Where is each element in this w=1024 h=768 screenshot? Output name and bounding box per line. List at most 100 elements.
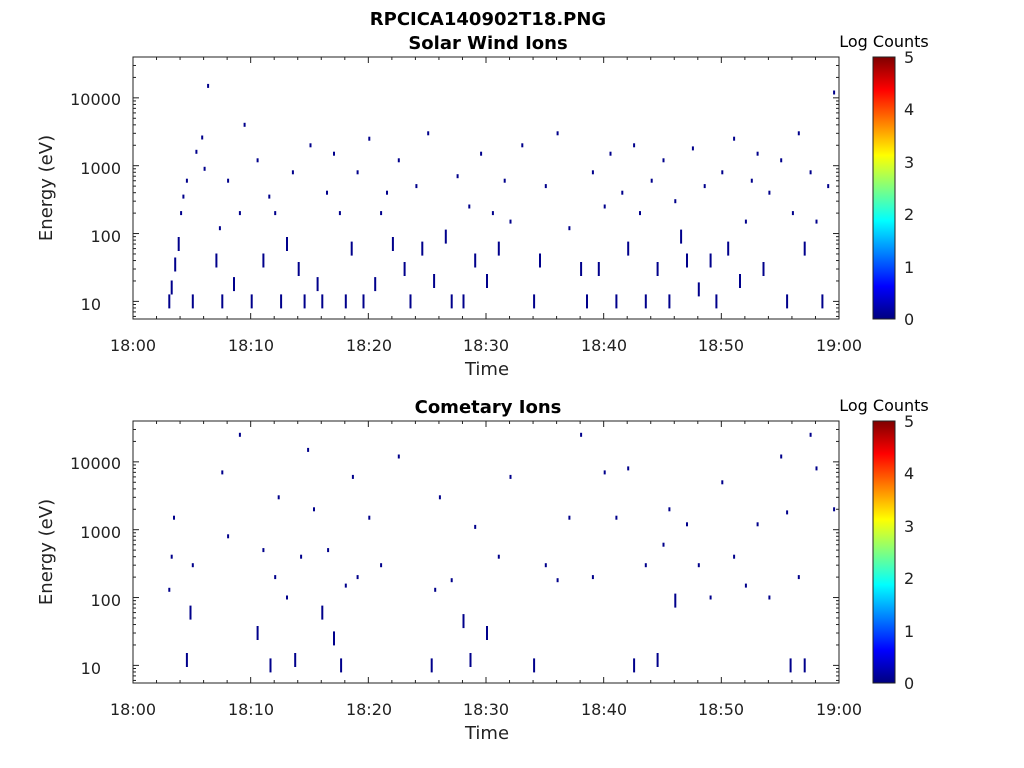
data-cell [556,578,559,583]
data-cell [397,454,400,459]
colorbar-tick: 2 [904,205,914,224]
data-cell [286,595,288,600]
data-cell [391,237,394,251]
data-cell [833,507,836,512]
x-tick-label: 18:40 [581,700,627,719]
data-cell [756,151,759,156]
data-cell [615,515,618,520]
x-tick-label: 18:20 [346,700,392,719]
data-cell [380,211,383,216]
colorbar-tick: 0 [904,674,914,693]
data-cell [185,178,188,183]
data-cell [674,199,677,204]
data-cell [780,454,783,459]
x-tick-label: 18:10 [228,700,274,719]
data-cell [603,470,606,475]
data-cell [227,534,230,539]
data-cell [168,294,171,309]
data-cell [386,190,388,195]
data-cell [668,294,671,309]
data-cell [256,626,259,640]
data-cell [356,575,359,580]
data-cell [815,219,818,224]
data-cell [633,658,636,673]
data-cell [185,653,188,667]
data-cell [615,294,618,309]
x-axis-label: Time [464,359,509,380]
data-cell [768,190,771,195]
data-cell [497,554,500,559]
data-cell [294,653,297,667]
x-tick-label: 18:50 [698,336,744,355]
data-cell [739,274,741,288]
colorbar-tick: 5 [904,412,914,431]
data-cell [721,170,724,175]
data-cell [227,178,230,183]
y-axis-label: Energy (eV) [36,499,57,605]
data-cell [591,170,594,175]
data-cell [333,151,335,156]
data-cell [168,587,171,592]
colorbar-tick: 3 [904,153,914,172]
data-cell [344,294,347,309]
data-cell [427,131,430,136]
data-cell [303,294,306,309]
data-cell [238,432,241,437]
colorbar-tick: 4 [904,100,914,119]
y-axis-label: Energy (eV) [36,135,57,241]
data-cell [189,605,192,620]
panel-title: Cometary Ions [415,397,562,418]
data-cell [403,262,406,276]
data-cell [474,524,477,529]
data-cell [568,515,571,520]
data-cell [191,294,194,309]
data-cell [274,575,277,580]
data-cell [803,241,806,256]
data-cell [486,274,488,288]
data-cell [797,131,800,136]
data-cell [201,135,204,140]
data-cell [450,578,453,583]
x-tick-label: 18:20 [346,336,392,355]
data-cell [691,146,694,151]
data-cell [639,211,641,216]
data-cell [603,204,606,209]
data-cell [195,149,198,154]
y-tick-label: 10000 [70,454,121,473]
data-cell [327,548,330,553]
data-cell [274,211,277,216]
data-cell [627,466,630,471]
data-cell [480,151,483,156]
data-cell [633,143,636,148]
data-cell [262,548,265,553]
data-cell [686,253,688,268]
colorbar-tick: 5 [904,48,914,67]
data-cell [809,170,812,175]
data-cell [307,447,310,452]
data-cell [262,253,265,268]
panel-title: Solar Wind Ions [408,33,567,54]
data-cell [430,658,433,673]
data-cell [173,515,175,520]
data-cell [177,237,180,251]
x-tick-label: 19:00 [816,700,862,719]
data-cell [243,122,246,127]
data-cell [621,190,624,195]
cometary-panel: Cometary Ions 18:00 18:10 18:20 18:30 18… [36,396,929,744]
data-cell [697,282,700,297]
data-cell [733,136,736,141]
colorbar: Log Counts 0 1 2 3 4 5 [839,396,929,693]
data-cell [656,262,659,276]
data-cell [780,158,783,163]
x-tick-label: 19:00 [816,336,862,355]
colorbar-tick: 3 [904,517,914,536]
data-cell [809,432,812,437]
data-cell [309,143,312,148]
data-cell [674,593,677,608]
data-cell [768,595,771,600]
data-cell [438,495,441,500]
data-cell [256,158,259,163]
y-tick-label: 10 [81,659,101,678]
data-cell [597,262,600,276]
data-cell [709,253,712,268]
